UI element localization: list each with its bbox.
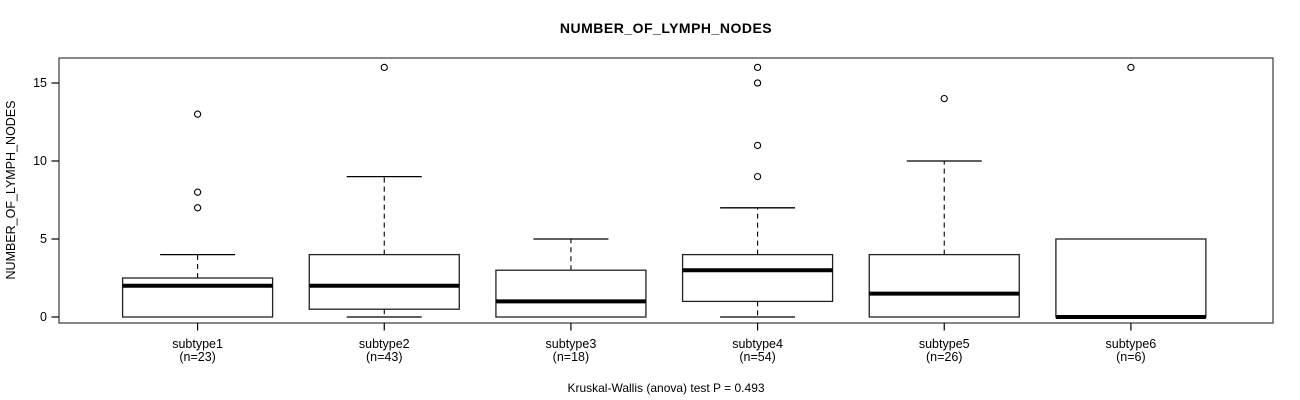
boxplot-subtype2: subtype2(n=43) bbox=[308, 63, 460, 364]
outlier-point bbox=[193, 204, 202, 212]
outlier-point bbox=[193, 110, 202, 118]
chart-title: NUMBER_OF_LYMPH_NODES bbox=[560, 20, 772, 36]
y-axis-label: NUMBER_OF_LYMPH_NODES bbox=[4, 101, 18, 280]
y-tick-label: 5 bbox=[40, 232, 47, 246]
plot-border bbox=[58, 57, 1274, 324]
y-tick-label: 10 bbox=[33, 154, 47, 168]
x-tick-label: subtype4 bbox=[732, 337, 783, 351]
boxplot-subtype1: subtype1(n=23) bbox=[121, 110, 274, 364]
boxplot-subtype3: subtype3(n=18) bbox=[495, 238, 647, 364]
y-tick-label: 15 bbox=[33, 76, 47, 90]
outlier-point bbox=[1127, 63, 1135, 72]
outlier-point bbox=[940, 94, 948, 103]
outlier-point bbox=[753, 63, 762, 72]
outlier-point bbox=[380, 63, 388, 72]
outlier-point bbox=[753, 79, 762, 87]
iqr-box bbox=[1055, 238, 1207, 318]
outlier-point bbox=[753, 172, 762, 181]
plot-area: 051015subtype1(n=23)subtype2(n=43)subtyp… bbox=[33, 63, 1207, 364]
stat-test-caption: Kruskal-Wallis (anova) test P = 0.493 bbox=[567, 381, 764, 395]
x-tick-n-label: (n=18) bbox=[553, 350, 589, 364]
iqr-box bbox=[495, 269, 647, 318]
x-tick-label: subtype3 bbox=[546, 337, 597, 351]
outlier-point bbox=[753, 141, 762, 150]
x-tick-label: subtype1 bbox=[172, 337, 223, 351]
iqr-box bbox=[868, 253, 1020, 318]
x-tick-n-label: (n=6) bbox=[1116, 350, 1146, 364]
boxplot-subtype6: subtype6(n=6) bbox=[1055, 63, 1207, 364]
boxplot-subtype4: subtype4(n=54) bbox=[681, 63, 834, 364]
x-tick-n-label: (n=26) bbox=[926, 350, 962, 364]
x-tick-label: subtype6 bbox=[1106, 337, 1157, 351]
x-tick-n-label: (n=23) bbox=[179, 350, 215, 364]
boxplot-subtype5: subtype5(n=26) bbox=[868, 94, 1020, 364]
outlier-point bbox=[193, 188, 202, 196]
x-tick-n-label: (n=43) bbox=[366, 350, 402, 364]
iqr-box bbox=[308, 253, 460, 310]
x-tick-label: subtype2 bbox=[359, 337, 410, 351]
x-tick-n-label: (n=54) bbox=[739, 350, 775, 364]
y-tick-label: 0 bbox=[40, 310, 47, 324]
iqr-box bbox=[681, 253, 834, 303]
x-tick-label: subtype5 bbox=[919, 337, 970, 351]
